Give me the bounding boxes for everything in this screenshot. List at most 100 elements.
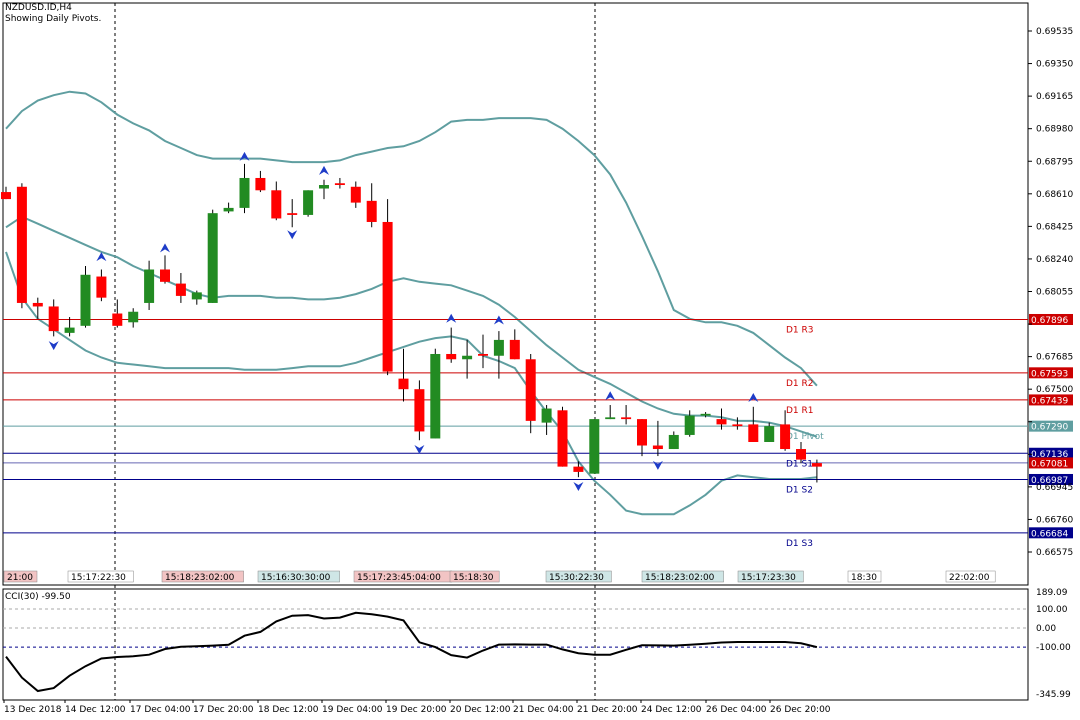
x-tick-label: 19 Dec 20:00 <box>386 705 447 715</box>
x-tick-label: 26 Dec 04:00 <box>706 705 767 715</box>
pivot-price-label: 0.67439 <box>1031 396 1068 406</box>
bear-candle <box>716 419 727 425</box>
pivot-price-tag <box>1029 367 1073 379</box>
x-tick-label: 21 Dec 20:00 <box>577 705 638 715</box>
bull-candle <box>605 417 616 420</box>
bull-candle <box>700 413 711 416</box>
session-tag-label: 15:18:23:02:00 <box>165 573 235 583</box>
pivot-price-tag <box>1029 420 1073 432</box>
session-tag <box>737 570 804 583</box>
pivot-label: D1 R2 <box>786 379 814 389</box>
session-tag-label: 15:18:30 <box>453 573 494 583</box>
bull-candle <box>303 190 314 215</box>
y-tick-label: 0.66945 <box>1036 483 1073 493</box>
bear-candle <box>16 186 27 303</box>
fractal-down-arrow <box>48 341 59 351</box>
bull-candle <box>128 311 139 323</box>
pivot-label: D1 R1 <box>786 406 814 416</box>
cci-plot-frame <box>2 588 1029 701</box>
bull-candle <box>191 292 202 300</box>
session-tag-label: 18:30 <box>851 573 877 583</box>
bull-candle <box>764 426 775 442</box>
session-tag-label: 15:18:23:02:00 <box>645 573 715 583</box>
bollinger-lower-band <box>5 251 818 516</box>
y-tick-label: 0.66575 <box>1036 548 1073 558</box>
session-tag <box>449 570 500 583</box>
x-tick-label: 19 Dec 04:00 <box>322 705 383 715</box>
bear-candle <box>557 410 568 467</box>
bear-candle <box>509 339 520 360</box>
pivot-label: D1 S2 <box>786 485 813 495</box>
bear-candle <box>414 389 425 432</box>
fractal-up-arrow <box>319 165 329 175</box>
pivot-price-label: 0.67593 <box>1031 369 1068 379</box>
y-tick-label: 0.66760 <box>1036 515 1073 525</box>
pivot-price-tag <box>1029 394 1073 406</box>
bear-candle <box>160 269 170 282</box>
bear-candle <box>287 213 298 215</box>
bollinger-upper-band <box>5 90 818 387</box>
bear-candle <box>780 424 791 450</box>
bull-candle <box>493 339 504 356</box>
pivot-label: D1 S3 <box>786 539 813 549</box>
bear-candle <box>573 466 584 472</box>
pivot-label: D1 S1 <box>786 459 813 469</box>
fractal-up-arrow <box>493 315 504 325</box>
bull-candle <box>239 177 250 208</box>
bollinger-middle-band <box>5 215 818 438</box>
y-tick-label: 0.69535 <box>1036 27 1073 37</box>
bear-candle <box>478 353 488 356</box>
y-tick-label: 0.68240 <box>1036 255 1073 265</box>
session-tag <box>945 570 996 583</box>
x-tick-label: 14 Dec 12:00 <box>65 705 126 715</box>
cci-tick-label: 100.00 <box>1036 605 1068 615</box>
bear-candle <box>32 302 43 307</box>
y-tick-label: 0.69165 <box>1036 92 1073 102</box>
session-tag <box>67 570 134 583</box>
session-tag <box>3 570 38 583</box>
pivot-price-tag <box>1029 447 1073 459</box>
x-tick-label: 26 Dec 20:00 <box>770 705 831 715</box>
x-tick-label: 17 Dec 20:00 <box>193 705 254 715</box>
bear-candle <box>175 283 186 296</box>
x-tick-label: 17 Dec 04:00 <box>130 705 191 715</box>
pivot-price-label: 0.67896 <box>1031 316 1068 326</box>
bear-candle <box>748 424 759 442</box>
y-tick-label: 0.67500 <box>1036 385 1073 395</box>
session-tag-label: 21:00 <box>7 573 33 583</box>
bull-candle <box>541 408 552 423</box>
bull-candle <box>223 207 234 212</box>
bear-candle <box>382 221 393 372</box>
cci-tick-label: -100.00 <box>1036 643 1071 653</box>
bull-candle <box>589 419 600 474</box>
session-tag-label: 15:17:22:30 <box>71 573 126 583</box>
x-tick-label: 20 Dec 12:00 <box>450 705 511 715</box>
session-tag <box>257 570 340 583</box>
fractal-down-arrow <box>414 445 425 455</box>
bear-candle <box>366 200 377 222</box>
fractal-up-arrow <box>239 151 250 161</box>
x-tick-label: 21 Dec 04:00 <box>513 705 574 715</box>
bear-candle <box>652 445 663 450</box>
bear-candle <box>398 378 409 390</box>
session-tag-label: 22:02:00 <box>949 573 990 583</box>
bear-candle <box>637 419 647 446</box>
bull-candle <box>144 269 155 303</box>
bear-candle <box>350 186 361 203</box>
fractal-up-arrow <box>446 313 457 323</box>
session-tag-label: 15:17:23:30 <box>741 573 796 583</box>
x-tick-label: 24 Dec 12:00 <box>641 705 702 715</box>
chart-symbol-title: NZDUSD.ID,H4 <box>5 3 72 13</box>
pivot-price-tag <box>1029 527 1073 539</box>
bull-candle <box>668 434 679 450</box>
y-tick-label: 0.68980 <box>1036 125 1073 135</box>
pivot-price-label: 0.67290 <box>1031 423 1068 433</box>
fractal-up-arrow <box>605 391 616 401</box>
session-tag <box>161 570 244 583</box>
bear-candle <box>621 417 632 420</box>
cci-label: CCI(30) -99.50 <box>5 592 71 602</box>
bull-candle <box>462 355 473 360</box>
cci-tick-label: -345.99 <box>1036 690 1071 700</box>
bear-candle <box>1 192 11 200</box>
